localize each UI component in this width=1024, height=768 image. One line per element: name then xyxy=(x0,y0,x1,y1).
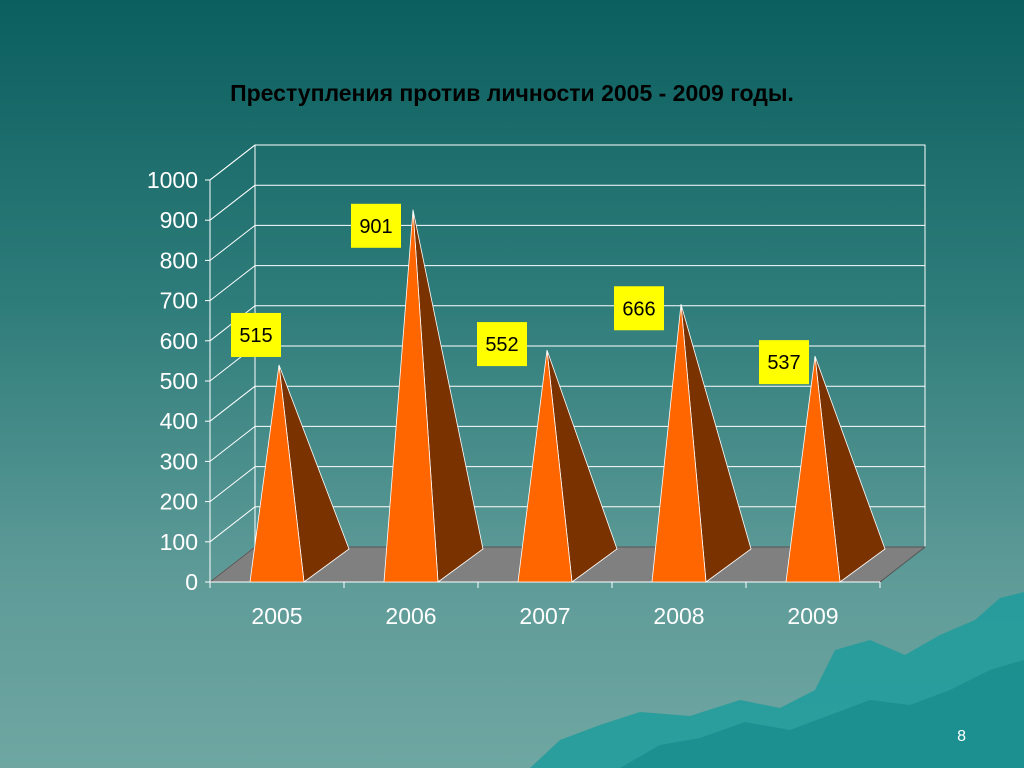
data-label: 515 xyxy=(239,325,272,347)
gridline-side xyxy=(209,184,256,221)
gridline-side xyxy=(209,426,256,462)
x-category-label: 2008 xyxy=(653,603,704,629)
data-label: 537 xyxy=(767,352,800,374)
y-tick-label: 600 xyxy=(160,328,198,354)
pyramid-front-face xyxy=(249,364,305,583)
gridline-side xyxy=(209,506,256,543)
pyramid-2006 xyxy=(383,209,484,583)
data-label: 666 xyxy=(622,298,655,320)
pyramid-2005 xyxy=(249,364,350,583)
data-label-2009: 537 xyxy=(759,340,809,385)
data-label-2007: 552 xyxy=(477,322,527,367)
x-category-label: 2009 xyxy=(787,603,838,629)
pyramid-front-face xyxy=(517,350,573,583)
data-label-box xyxy=(477,322,527,367)
pyramid-front-face xyxy=(383,209,439,583)
y-tick-label: 1000 xyxy=(147,167,198,193)
data-label-box xyxy=(351,203,401,248)
data-label-2008: 666 xyxy=(614,286,664,331)
y-tick-label: 500 xyxy=(160,368,198,394)
mountain-decoration xyxy=(530,592,1024,768)
data-labels: 515 901 552 666 537 xyxy=(231,203,809,385)
x-category-label: 2006 xyxy=(385,603,436,629)
y-tick-label: 300 xyxy=(160,448,198,474)
x-category-label: 2007 xyxy=(519,603,570,629)
data-label-box xyxy=(759,340,809,385)
pyramid-front-face xyxy=(651,304,707,583)
x-axis: 2005 2006 2007 2008 2009 xyxy=(209,581,881,629)
y-tick-label: 700 xyxy=(160,288,198,314)
gridline-side xyxy=(209,385,256,422)
y-tick-label: 0 xyxy=(185,569,198,595)
data-label-2005: 515 xyxy=(231,312,281,357)
y-tick-label: 100 xyxy=(160,529,198,555)
data-label-box xyxy=(231,312,281,357)
data-label-box xyxy=(614,286,664,331)
pyramid-2009 xyxy=(785,355,886,583)
gridline-side xyxy=(209,225,256,261)
y-axis: 0 100 200 300 400 500 600 700 800 900 1000 xyxy=(147,167,211,595)
gridline-side xyxy=(209,466,256,502)
y-tick-label: 200 xyxy=(160,489,198,515)
pyramids xyxy=(249,209,886,583)
x-category-label: 2005 xyxy=(251,603,302,629)
pyramid-2007 xyxy=(517,349,618,583)
data-label: 901 xyxy=(359,216,392,238)
pyramid-2008 xyxy=(651,304,752,583)
data-label-2006: 901 xyxy=(351,203,401,248)
mountain-shadow xyxy=(620,660,1024,768)
y-tick-label: 900 xyxy=(160,207,198,233)
gridline-side xyxy=(209,265,256,301)
pyramid-front-face xyxy=(785,356,841,583)
slide-title: Преступления против личности 2005 - 2009… xyxy=(230,80,794,106)
y-tick-label: 400 xyxy=(160,408,198,434)
y-tick-label: 800 xyxy=(160,247,198,273)
page-number: 8 xyxy=(957,728,966,745)
gridline-side xyxy=(209,144,256,181)
data-label: 552 xyxy=(485,334,518,356)
